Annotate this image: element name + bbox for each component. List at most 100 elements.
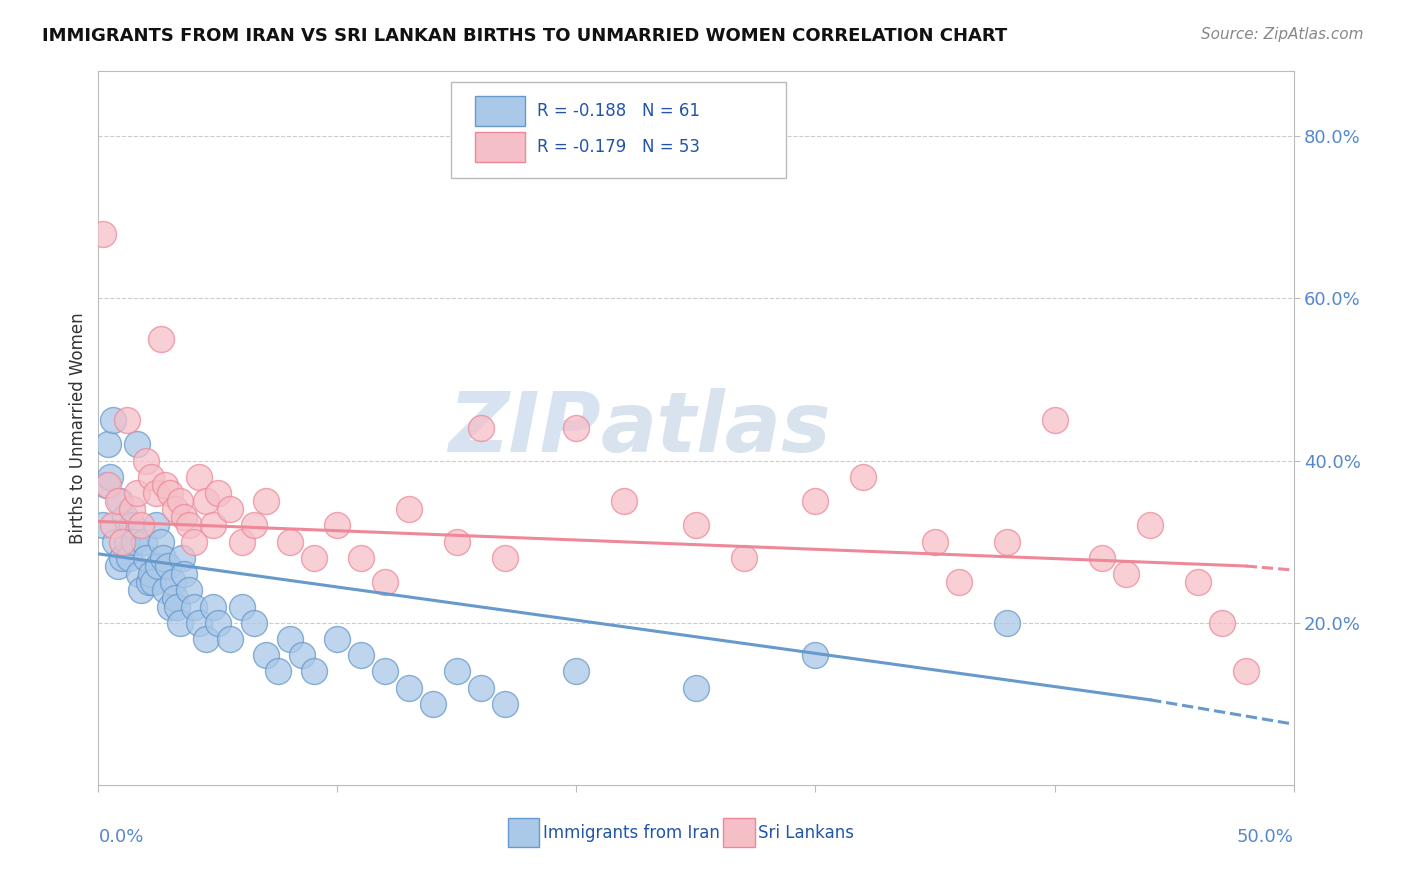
Point — [163, 591, 186, 606]
Point — [155, 478, 177, 492]
FancyBboxPatch shape — [509, 819, 540, 847]
Point — [278, 632, 301, 646]
FancyBboxPatch shape — [475, 132, 524, 162]
Point — [159, 599, 181, 614]
Point — [350, 648, 373, 663]
Point — [104, 534, 127, 549]
Point — [267, 665, 290, 679]
Point — [219, 632, 242, 646]
Point — [139, 470, 162, 484]
Point — [163, 502, 186, 516]
Point — [291, 648, 314, 663]
Point — [97, 437, 120, 451]
FancyBboxPatch shape — [724, 819, 755, 847]
Text: IMMIGRANTS FROM IRAN VS SRI LANKAN BIRTHS TO UNMARRIED WOMEN CORRELATION CHART: IMMIGRANTS FROM IRAN VS SRI LANKAN BIRTH… — [42, 27, 1008, 45]
Point — [155, 583, 177, 598]
Point — [446, 665, 468, 679]
Point — [243, 518, 266, 533]
Point — [159, 486, 181, 500]
Point — [114, 510, 136, 524]
Point — [243, 615, 266, 630]
Point — [132, 534, 155, 549]
Point — [131, 518, 153, 533]
Point — [135, 453, 157, 467]
Point — [115, 413, 138, 427]
Point — [142, 575, 165, 590]
Point — [101, 518, 124, 533]
Point — [374, 665, 396, 679]
Point — [565, 665, 588, 679]
Point — [162, 575, 184, 590]
Point — [195, 494, 218, 508]
Text: Sri Lankans: Sri Lankans — [758, 824, 853, 842]
Point — [91, 227, 114, 241]
Point — [852, 470, 875, 484]
Point — [97, 478, 120, 492]
Point — [1211, 615, 1233, 630]
Point — [172, 550, 194, 565]
Text: ZIP: ZIP — [447, 388, 600, 468]
Point — [202, 518, 225, 533]
Text: atlas: atlas — [600, 388, 831, 468]
Point — [219, 502, 242, 516]
Point — [111, 534, 134, 549]
Point — [1043, 413, 1066, 427]
Point — [995, 534, 1018, 549]
Point — [613, 494, 636, 508]
Point — [1115, 567, 1137, 582]
Point — [231, 534, 253, 549]
Point — [135, 550, 157, 565]
Point — [98, 470, 122, 484]
Point — [145, 486, 167, 500]
Point — [173, 567, 195, 582]
Point — [231, 599, 253, 614]
Point — [111, 550, 134, 565]
Point — [118, 550, 141, 565]
Point — [565, 421, 588, 435]
Point — [149, 534, 172, 549]
Point — [169, 494, 191, 508]
Point — [202, 599, 225, 614]
Point — [350, 550, 373, 565]
Point — [995, 615, 1018, 630]
Point — [470, 681, 492, 695]
Point — [1234, 665, 1257, 679]
Point — [179, 518, 201, 533]
Point — [107, 494, 129, 508]
Point — [138, 575, 160, 590]
FancyBboxPatch shape — [475, 96, 524, 127]
Point — [326, 632, 349, 646]
Point — [107, 559, 129, 574]
Point — [1139, 518, 1161, 533]
Text: R = -0.188   N = 61: R = -0.188 N = 61 — [537, 103, 700, 120]
Point — [124, 534, 146, 549]
Point — [101, 413, 124, 427]
Point — [128, 567, 150, 582]
Point — [173, 510, 195, 524]
Point — [94, 478, 117, 492]
Point — [179, 583, 201, 598]
Point — [733, 550, 755, 565]
Point — [1187, 575, 1209, 590]
Point — [302, 550, 325, 565]
Point — [1091, 550, 1114, 565]
Point — [121, 502, 143, 516]
Point — [254, 494, 277, 508]
Point — [207, 615, 229, 630]
Point — [91, 518, 114, 533]
Point — [115, 534, 138, 549]
Point — [166, 599, 188, 614]
Text: Immigrants from Iran: Immigrants from Iran — [543, 824, 720, 842]
Point — [207, 486, 229, 500]
Point — [494, 697, 516, 711]
Point — [398, 502, 420, 516]
Y-axis label: Births to Unmarried Women: Births to Unmarried Women — [69, 312, 87, 544]
Point — [148, 559, 170, 574]
Point — [121, 518, 143, 533]
Point — [169, 615, 191, 630]
Point — [152, 550, 174, 565]
Point — [470, 421, 492, 435]
Point — [302, 665, 325, 679]
Point — [183, 534, 205, 549]
Point — [685, 518, 707, 533]
